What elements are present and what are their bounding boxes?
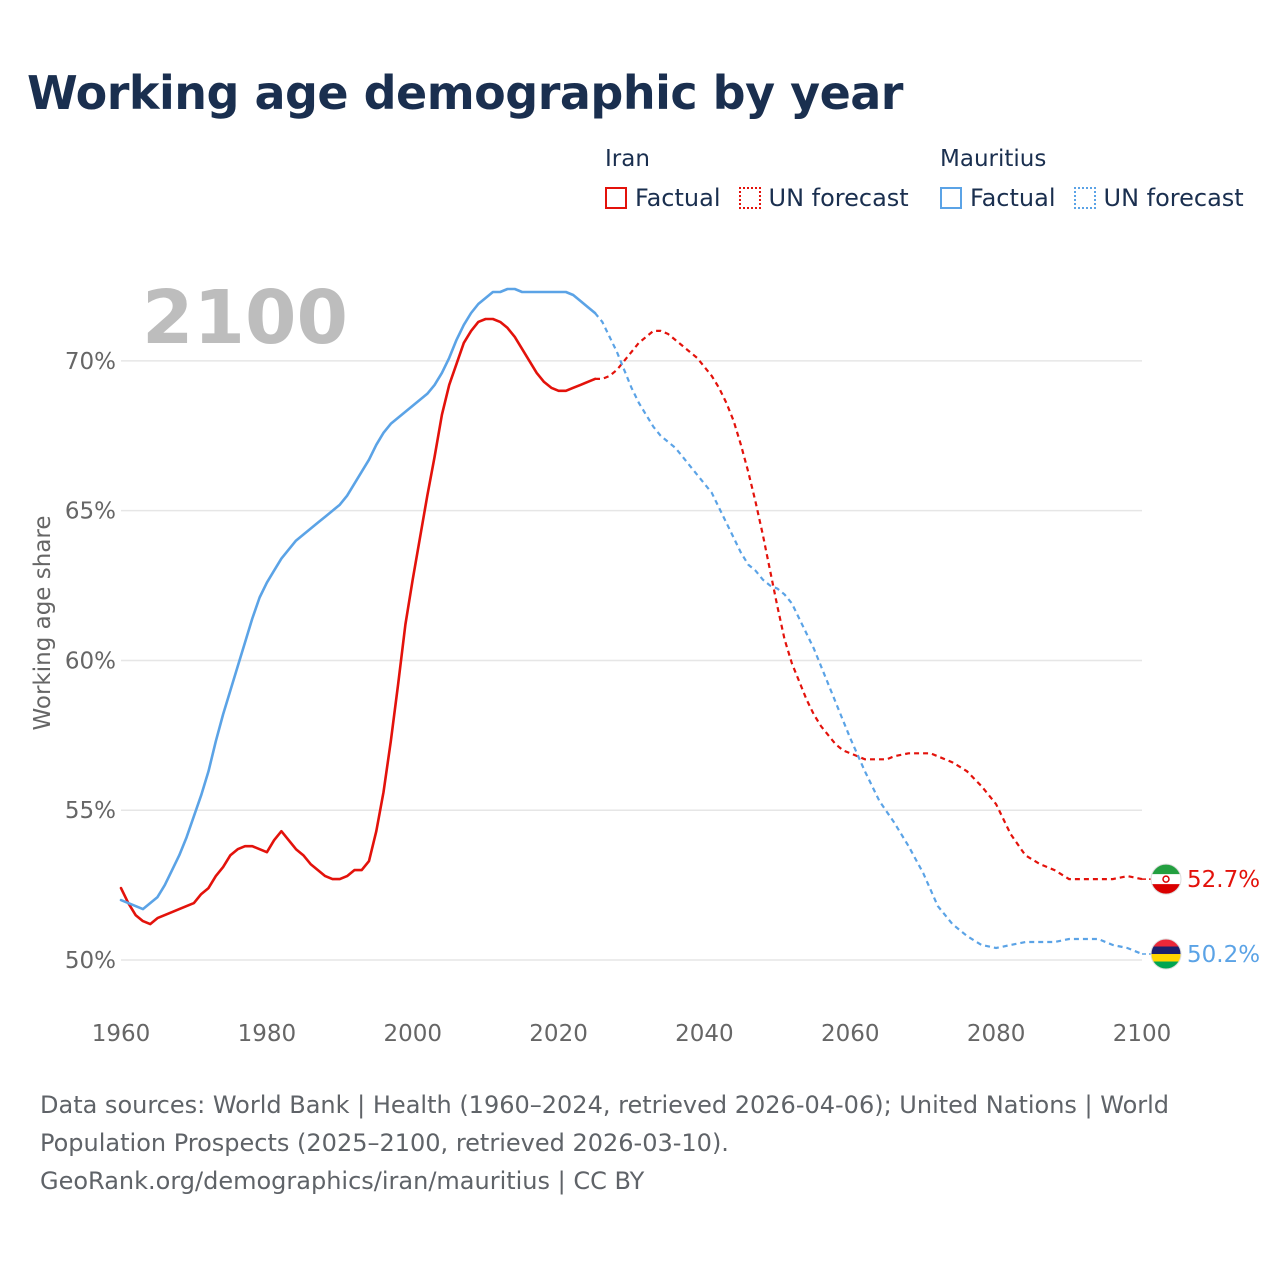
x-tick-label: 2020 <box>529 1021 588 1047</box>
legend-swatch-mauritius-factual <box>940 187 962 209</box>
legend-swatch-iran-factual <box>605 187 627 209</box>
y-tick-label: 60% <box>65 648 116 674</box>
y-tick-label: 70% <box>65 349 116 375</box>
series-line-iran-factual[interactable] <box>119 317 597 926</box>
legend-item-iran-factual[interactable]: Factual <box>605 184 721 212</box>
mauritius-flag-icon <box>1150 938 1182 970</box>
y-axis-label: Working age share <box>30 515 56 730</box>
line-chart: 2100 Working age share 50% 55% 60% 65% 70% 1… <box>30 275 1260 1047</box>
iran-flag-icon <box>1150 863 1182 895</box>
x-tick-label: 1980 <box>238 1021 297 1047</box>
x-axis-ticks: 1960 1980 2000 2020 2040 2060 2080 2100 <box>92 1021 1172 1047</box>
legend-item-mauritius-forecast[interactable]: UN forecast <box>1073 184 1244 212</box>
end-label-iran: 52.7% <box>1187 867 1260 893</box>
legend-swatch-iran-forecast <box>738 187 761 209</box>
legend-label-iran-factual: Factual <box>635 184 721 212</box>
x-tick-label: 1960 <box>92 1021 151 1047</box>
legend-country-iran: Iran <box>605 146 650 172</box>
legend-label-mauritius-forecast: UN forecast <box>1103 184 1244 212</box>
legend-label-iran-forecast: UN forecast <box>768 184 909 212</box>
legend-group-mauritius: Mauritius Factual UN forecast <box>940 144 1262 212</box>
end-label-mauritius: 50.2% <box>1187 942 1260 968</box>
source-line-2: Population Prospects (2025–2100, retriev… <box>40 1129 729 1157</box>
chart-gridlines <box>121 360 1142 961</box>
legend-item-iran-forecast[interactable]: UN forecast <box>738 184 909 212</box>
legend-group-iran: Iran Factual UN forecast <box>605 144 927 212</box>
source-line-3[interactable]: GeoRank.org/demographics/iran/mauritius … <box>40 1167 645 1195</box>
y-tick-label: 50% <box>65 948 116 974</box>
y-tick-label: 65% <box>65 499 116 525</box>
x-tick-label: 2040 <box>675 1021 734 1047</box>
chart-end-markers: 52.7% 50.2% <box>1142 863 1260 970</box>
legend-swatch-mauritius-forecast <box>1073 187 1096 209</box>
chart-title: Working age demographic by year <box>27 66 904 120</box>
legend-country-mauritius: Mauritius <box>940 146 1047 172</box>
legend-label-mauritius-factual: Factual <box>970 184 1056 212</box>
series-line-mauritius-forecast[interactable] <box>594 312 1143 956</box>
chart-series <box>119 287 1143 956</box>
x-tick-label: 2100 <box>1113 1021 1172 1047</box>
x-tick-label: 2080 <box>967 1021 1026 1047</box>
series-line-mauritius-factual[interactable] <box>119 287 597 911</box>
x-tick-label: 2000 <box>383 1021 442 1047</box>
source-line-1: Data sources: World Bank | Health (1960–… <box>40 1091 1170 1119</box>
legend-item-mauritius-factual[interactable]: Factual <box>940 184 1056 212</box>
series-line-iran-forecast[interactable] <box>595 329 1143 881</box>
y-tick-label: 55% <box>65 798 116 824</box>
year-watermark: 2100 <box>142 275 348 361</box>
source-note: Data sources: World Bank | Health (1960–… <box>40 1086 1220 1200</box>
y-axis-ticks: 50% 55% 60% 65% 70% <box>65 349 116 974</box>
x-tick-label: 2060 <box>821 1021 880 1047</box>
